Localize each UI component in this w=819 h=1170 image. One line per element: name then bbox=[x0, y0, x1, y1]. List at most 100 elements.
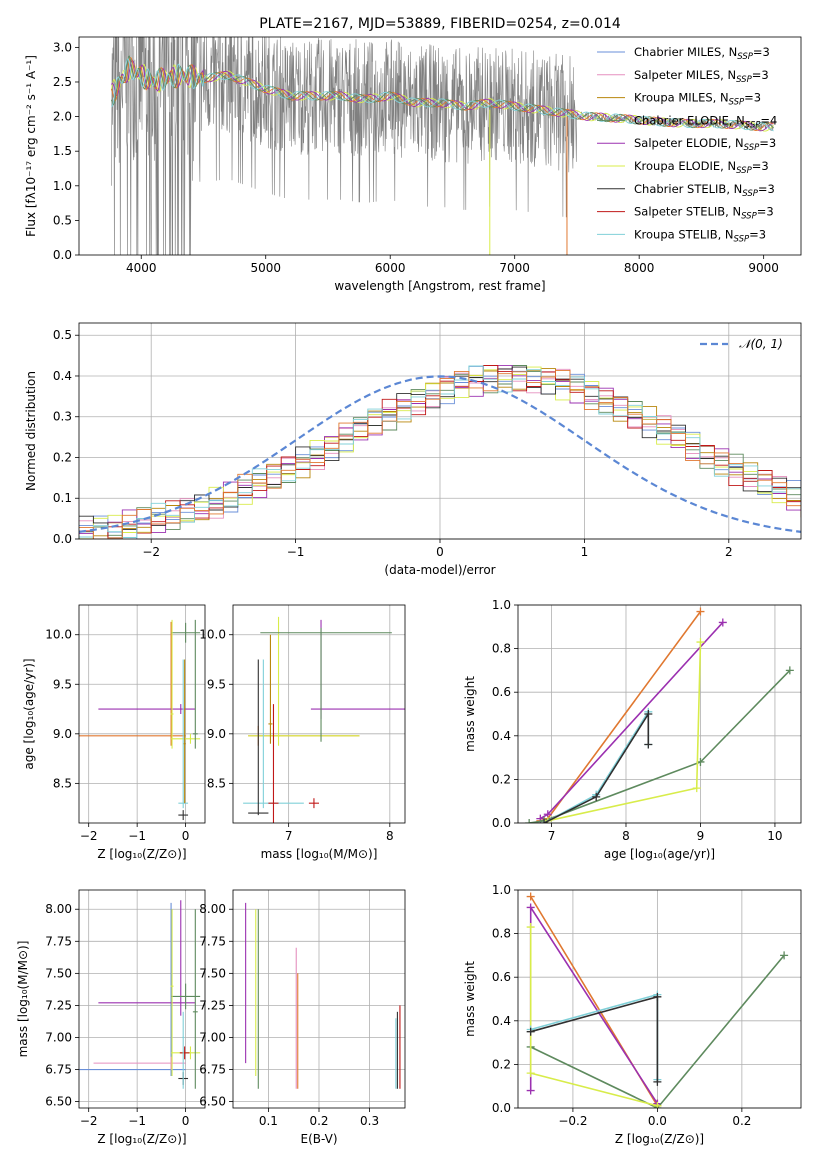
x-axis-label: Z [log₁₀(Z/Z⊙)] bbox=[97, 847, 186, 861]
data-point bbox=[526, 903, 535, 912]
axes-frame bbox=[517, 604, 802, 824]
x-tick-label: 2 bbox=[725, 545, 733, 559]
x-axis-label: Z [log₁₀(Z/Z⊙)] bbox=[615, 1132, 704, 1146]
x-tick-label: −0.2 bbox=[558, 1114, 587, 1128]
x-tick-label: 5000 bbox=[250, 261, 281, 275]
x-axis-label: (data-model)/error bbox=[384, 563, 495, 577]
data-point bbox=[526, 1027, 535, 1036]
y-tick-label: 0.2 bbox=[492, 1057, 511, 1071]
x-tick-label: 0.2 bbox=[309, 1114, 328, 1128]
residuals-plot-area bbox=[79, 364, 801, 539]
y-tick-label: 7.50 bbox=[45, 966, 72, 980]
y-tick-label: 10.0 bbox=[199, 628, 226, 642]
mass-weight-line bbox=[530, 954, 785, 1108]
y-tick-label: 0.8 bbox=[492, 642, 511, 656]
y-tick-label: 0.4 bbox=[492, 1014, 511, 1028]
mass-weight-line bbox=[529, 669, 791, 823]
x-tick-label: −1 bbox=[128, 829, 146, 843]
y-tick-label: 0.0 bbox=[492, 816, 511, 830]
age-vs-Z-panel bbox=[75, 604, 206, 827]
x-tick-label: −2 bbox=[142, 545, 160, 559]
x-tick-label: 9 bbox=[697, 829, 705, 843]
y-tick-label: 6.50 bbox=[45, 1095, 72, 1109]
data-point bbox=[526, 892, 535, 901]
legend-entry: Salpeter ELODIE, NSSP=3 bbox=[634, 136, 776, 153]
x-axis-label: mass [log₁₀(M/M⊙)] bbox=[261, 847, 378, 861]
x-tick-label: 10 bbox=[767, 829, 782, 843]
spectrum-panel bbox=[75, 36, 802, 259]
x-tick-label: −1 bbox=[287, 545, 305, 559]
data-point bbox=[526, 1069, 535, 1078]
mass-vs-EBV-panel bbox=[229, 889, 406, 1112]
y-axis-label: mass weight bbox=[463, 676, 477, 752]
model-spectrum bbox=[111, 59, 774, 132]
mass-vs-Z-panel bbox=[75, 889, 206, 1112]
x-axis-label: Z [log₁₀(Z/Z⊙)] bbox=[97, 1132, 186, 1146]
x-tick-label: 0 bbox=[436, 545, 444, 559]
mass-vs-EBV-plot-area bbox=[245, 902, 401, 1089]
y-tick-label: 7.75 bbox=[199, 934, 226, 948]
axes-frame bbox=[517, 889, 802, 1109]
data-point bbox=[718, 618, 727, 627]
mass-weight-line bbox=[529, 927, 658, 1107]
x-tick-label: 0 bbox=[182, 829, 190, 843]
legend-entry: Kroupa ELODIE, NSSP=3 bbox=[634, 159, 769, 176]
spectrum-plot-area bbox=[110, 37, 774, 255]
model-spectrum bbox=[111, 58, 774, 132]
massweight-vs-age-panel bbox=[514, 604, 802, 827]
data-point bbox=[696, 638, 705, 647]
x-tick-label: −2 bbox=[80, 829, 98, 843]
y-tick-label: 7.00 bbox=[45, 1030, 72, 1044]
data-point bbox=[653, 1077, 662, 1086]
legend-entry: Chabrier STELIB, NSSP=3 bbox=[634, 182, 775, 199]
y-tick-label: 8.00 bbox=[199, 902, 226, 916]
x-axis-label: wavelength [Angstrom, rest frame] bbox=[334, 279, 545, 293]
y-tick-label: 1.5 bbox=[53, 144, 72, 158]
x-tick-label: 7 bbox=[285, 829, 293, 843]
axes-frame bbox=[78, 322, 802, 540]
x-tick-label: 0.1 bbox=[259, 1114, 278, 1128]
y-tick-label: 3.0 bbox=[53, 40, 72, 54]
mass-weight-line bbox=[543, 711, 650, 823]
data-point bbox=[696, 607, 705, 616]
x-tick-label: −2 bbox=[80, 1114, 98, 1128]
x-tick-label: 6000 bbox=[375, 261, 406, 275]
y-tick-label: 7.25 bbox=[45, 998, 72, 1012]
age-vs-Z-plot-area bbox=[79, 619, 201, 821]
y-tick-label: 10.0 bbox=[45, 628, 72, 642]
massweight-vs-Z-plot-area bbox=[526, 892, 789, 1108]
mass-weight-line bbox=[543, 709, 650, 823]
mass-weight-line bbox=[529, 904, 659, 1105]
x-axis-label: E(B-V) bbox=[300, 1132, 337, 1146]
legend-entry: Salpeter STELIB, NSSP=3 bbox=[634, 205, 774, 222]
legend-entry: Kroupa MILES, NSSP=3 bbox=[634, 91, 761, 108]
y-tick-label: 9.0 bbox=[53, 727, 72, 741]
residuals-panel bbox=[75, 322, 802, 543]
y-tick-label: 7.75 bbox=[45, 934, 72, 948]
y-tick-label: 0.6 bbox=[492, 970, 511, 984]
histogram-step bbox=[79, 364, 801, 539]
model-spectrum bbox=[110, 63, 774, 132]
y-tick-label: 0.1 bbox=[53, 491, 72, 505]
y-tick-label: 6.75 bbox=[199, 1063, 226, 1077]
y-tick-label: 9.5 bbox=[207, 677, 226, 691]
x-tick-label: 9000 bbox=[748, 261, 779, 275]
y-tick-label: 0.5 bbox=[53, 328, 72, 342]
data-point bbox=[525, 819, 534, 823]
x-tick-label: −1 bbox=[128, 1114, 146, 1128]
legend-entry: Salpeter MILES, NSSP=3 bbox=[634, 68, 769, 85]
x-tick-label: 8000 bbox=[624, 261, 655, 275]
x-tick-label: 7 bbox=[548, 829, 556, 843]
y-tick-label: 9.0 bbox=[207, 727, 226, 741]
data-point bbox=[526, 923, 535, 932]
data-point bbox=[644, 740, 653, 749]
y-tick-label: 1.0 bbox=[492, 598, 511, 612]
x-tick-label: 8 bbox=[386, 829, 394, 843]
y-tick-label: 0.6 bbox=[492, 685, 511, 699]
data-point bbox=[540, 819, 549, 823]
legend-entry: Kroupa STELIB, NSSP=3 bbox=[634, 227, 766, 244]
y-tick-label: 7.25 bbox=[199, 998, 226, 1012]
y-axis-label: mass [log₁₀(M/M⊙)] bbox=[16, 941, 30, 1058]
y-tick-label: 0.3 bbox=[53, 410, 72, 424]
